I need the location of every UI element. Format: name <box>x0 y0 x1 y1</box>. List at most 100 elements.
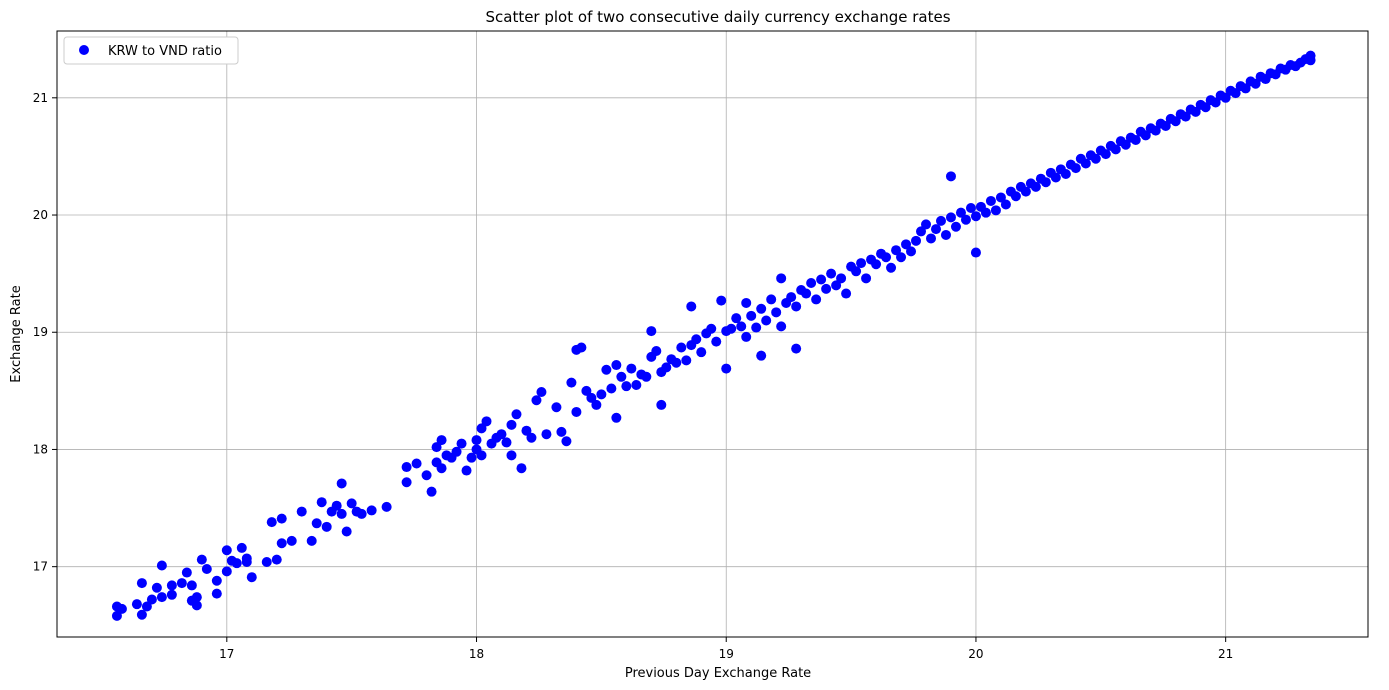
data-point <box>276 513 287 524</box>
data-point <box>176 578 187 589</box>
data-point <box>426 486 437 497</box>
data-point <box>331 500 342 511</box>
data-point <box>826 268 837 279</box>
data-point <box>111 610 122 621</box>
data-point <box>201 564 212 575</box>
legend-label: KRW to VND ratio <box>108 44 222 59</box>
data-point <box>551 402 562 413</box>
data-point <box>436 435 447 446</box>
data-point <box>611 360 622 371</box>
data-point <box>945 171 956 182</box>
data-point <box>261 556 272 567</box>
data-point <box>451 446 462 457</box>
x-axis-label: Previous Day Exchange Rate <box>625 666 811 681</box>
data-point <box>811 294 822 305</box>
data-point <box>1210 97 1221 108</box>
data-point <box>965 202 976 213</box>
data-point <box>950 221 961 232</box>
data-point <box>401 462 412 473</box>
data-point <box>651 345 662 356</box>
legend-box <box>63 36 239 65</box>
data-point <box>306 535 317 546</box>
data-point <box>156 560 167 571</box>
data-point <box>1130 135 1141 146</box>
data-point <box>186 580 197 591</box>
data-point <box>831 280 842 291</box>
data-point <box>1120 139 1131 150</box>
data-point <box>211 588 222 599</box>
data-point <box>1305 50 1316 61</box>
data-point <box>990 205 1001 216</box>
data-point <box>471 435 482 446</box>
data-point <box>970 211 981 222</box>
data-point <box>926 233 936 244</box>
data-point <box>576 342 587 353</box>
data-point <box>541 429 552 440</box>
data-point <box>756 350 767 361</box>
y-tick-label: 18 <box>33 442 48 456</box>
data-point <box>711 336 722 347</box>
data-point <box>761 315 772 326</box>
data-point <box>851 266 862 277</box>
data-point <box>336 478 347 489</box>
data-point <box>891 245 902 256</box>
data-point <box>566 377 577 388</box>
data-point <box>1250 78 1261 89</box>
data-point <box>501 437 512 448</box>
data-point <box>461 465 472 476</box>
data-point <box>131 599 142 610</box>
data-point <box>506 450 517 461</box>
x-tick-label: 20 <box>968 647 983 661</box>
data-point <box>156 592 167 603</box>
data-point <box>771 307 782 318</box>
legend-marker <box>79 45 89 55</box>
data-point <box>191 600 202 611</box>
scatter-points <box>111 50 1316 621</box>
data-point <box>1050 172 1061 183</box>
data-point <box>211 575 222 586</box>
data-point <box>146 594 157 605</box>
data-point <box>1030 181 1041 192</box>
data-point <box>521 425 532 436</box>
data-point <box>581 385 592 396</box>
data-point <box>316 497 327 508</box>
data-point <box>766 294 777 305</box>
data-point <box>456 438 467 449</box>
data-point <box>691 334 702 345</box>
data-point <box>621 381 632 392</box>
data-point <box>906 246 917 257</box>
data-point <box>1000 199 1011 210</box>
data-point <box>901 239 912 250</box>
data-point <box>286 535 297 546</box>
data-point <box>726 323 737 334</box>
data-point <box>791 343 802 354</box>
data-point <box>871 259 882 270</box>
data-point <box>526 432 537 443</box>
data-point <box>821 283 832 294</box>
data-point <box>1160 120 1171 131</box>
data-point <box>671 357 682 368</box>
y-tick-label: 17 <box>33 560 48 574</box>
data-point <box>896 252 907 263</box>
data-point <box>836 273 847 284</box>
data-point <box>911 235 922 246</box>
axis-ticks: 17 18 19 20 21 17 18 19 20 21 <box>33 91 1234 661</box>
data-point <box>476 423 487 434</box>
data-point <box>1200 102 1211 113</box>
data-point <box>786 292 797 303</box>
plot-frame <box>56 30 1369 638</box>
x-tick-label: 17 <box>219 647 234 661</box>
data-point <box>1090 153 1101 164</box>
data-point <box>196 554 207 565</box>
data-point <box>1110 144 1121 155</box>
y-tick-label: 20 <box>33 208 48 222</box>
data-point <box>1070 163 1081 174</box>
data-point <box>496 429 507 440</box>
data-point <box>356 508 367 519</box>
data-point <box>466 452 477 463</box>
data-point <box>641 371 652 382</box>
grid <box>57 31 1368 637</box>
data-point <box>241 553 252 564</box>
data-point <box>886 262 897 273</box>
